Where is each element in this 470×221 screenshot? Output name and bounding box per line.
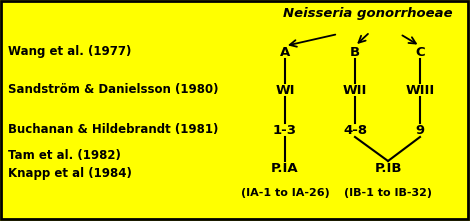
Text: 1-3: 1-3: [273, 124, 297, 137]
Text: (IB-1 to IB-32): (IB-1 to IB-32): [344, 188, 432, 198]
Text: P.IB: P.IB: [374, 162, 402, 175]
Text: (IA-1 to IA-26): (IA-1 to IA-26): [241, 188, 329, 198]
Text: 9: 9: [415, 124, 424, 137]
Text: Tam et al. (1982): Tam et al. (1982): [8, 149, 121, 162]
Text: Wang et al. (1977): Wang et al. (1977): [8, 46, 132, 59]
Text: Buchanan & Hildebrandt (1981): Buchanan & Hildebrandt (1981): [8, 124, 219, 137]
Text: B: B: [350, 46, 360, 59]
Text: WIII: WIII: [405, 84, 435, 97]
Text: WI: WI: [275, 84, 295, 97]
Text: A: A: [280, 46, 290, 59]
Text: P.IA: P.IA: [271, 162, 299, 175]
Text: WII: WII: [343, 84, 367, 97]
Text: Knapp et al (1984): Knapp et al (1984): [8, 166, 132, 179]
Text: Sandström & Danielsson (1980): Sandström & Danielsson (1980): [8, 84, 219, 97]
Text: C: C: [415, 46, 425, 59]
Text: 4-8: 4-8: [343, 124, 367, 137]
Text: Neisseria gonorrhoeae: Neisseria gonorrhoeae: [283, 8, 453, 21]
